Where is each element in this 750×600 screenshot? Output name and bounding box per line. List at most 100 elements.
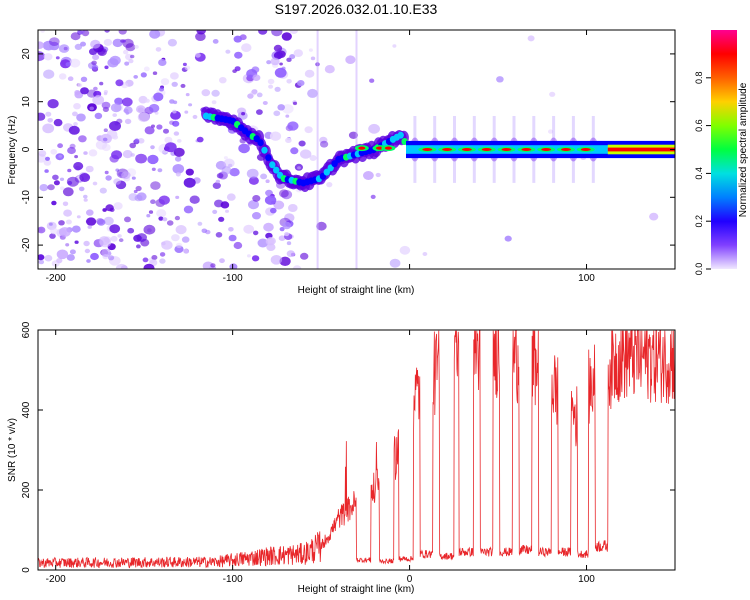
spectrogram-noise-blob <box>345 55 356 64</box>
spectrogram-noise-blob <box>44 169 49 173</box>
spectrogram-noise-blob <box>68 125 80 135</box>
spectrogram-noise-blob <box>212 182 221 190</box>
spectrogram-noise-blob <box>89 48 98 56</box>
spectrogram-noise-blob <box>142 257 149 263</box>
spectrogram-noise-blob <box>143 224 156 235</box>
colorbar-tick-label: 0.8 <box>694 72 704 85</box>
spectrogram-noise-blob <box>174 245 184 253</box>
spectrogram-noise-blob <box>215 232 223 238</box>
spectrogram-noise-blob <box>60 186 65 191</box>
spectrogram-noise-blob <box>273 51 283 60</box>
spectrogram-noise-blob <box>375 172 381 178</box>
spectrogram-noise-blob <box>285 114 290 118</box>
spectrogram-noise-blob <box>252 195 261 202</box>
spectrogram-noise-blob <box>134 138 140 143</box>
spectrogram-noise-blob <box>71 225 81 233</box>
spectrogram-noise-blob <box>297 166 301 170</box>
spectrogram-noise-blob <box>53 180 60 186</box>
spectrogram-noise-blob <box>316 221 327 231</box>
colorbar-label: Normalized spectral amplitude <box>738 82 749 217</box>
y-tick-label: -20 <box>21 237 32 252</box>
spectrogram-noise-blob <box>175 195 180 199</box>
spectrogram-pulse-peak <box>481 148 492 151</box>
spectrogram-noise-blob <box>105 175 112 181</box>
spectrogram-noise-blob <box>370 194 376 199</box>
spectrogram-noise-blob <box>86 209 94 216</box>
spectrogram-noise-blob <box>134 194 143 202</box>
spectrogram-noise-blob <box>149 30 161 39</box>
spectrogram-noise-blob <box>270 57 280 66</box>
spectrogram-noise-blob <box>289 54 296 60</box>
spectrogram-noise-blob <box>104 30 110 33</box>
spectrogram-noise-blob <box>109 224 121 234</box>
spectrogram-noise-blob <box>265 238 275 246</box>
spectrogram-noise-blob <box>128 193 138 201</box>
spectrogram-noise-blob <box>286 57 292 62</box>
spectrogram-noise-blob <box>78 135 87 143</box>
spectrogram-noise-blob <box>44 254 53 262</box>
spectrogram-noise-blob <box>89 106 94 111</box>
spectrogram-noise-blob <box>138 95 148 104</box>
spectrogram-noise-blob <box>152 71 158 75</box>
spectrogram-noise-blob <box>63 46 68 51</box>
spectrogram-noise-blob <box>80 87 89 95</box>
spectrogram-noise-blob <box>83 240 90 247</box>
spectrogram-noise-blob <box>248 200 259 210</box>
spectrogram-noise-blob <box>218 216 225 222</box>
spectrogram-noise-blob <box>109 255 121 266</box>
spectrogram-noise-blob <box>212 39 219 44</box>
spectrogram-noise-blob <box>228 234 237 242</box>
spectrogram-noise-blob <box>73 162 84 171</box>
spectrogram-noise-blob <box>293 49 303 57</box>
spectrogram-noise-blob <box>56 258 63 264</box>
spectrogram-noise-blob <box>220 201 230 209</box>
spectrogram-noise-blob <box>147 154 159 165</box>
spectrogram-noise-blob <box>133 234 142 242</box>
spectrogram-noise-blob <box>158 216 164 221</box>
spectrogram-noise-blob <box>184 65 191 71</box>
spectrogram-noise-blob <box>38 51 45 62</box>
spectrogram-noise-blob <box>150 199 156 204</box>
y-tick-label: 400 <box>21 401 32 418</box>
spectrogram-noise-blob <box>53 118 63 127</box>
spectrogram-noise-blob <box>129 142 136 149</box>
spectrogram-noise-blob <box>164 142 177 153</box>
spectrogram-noise-blob <box>124 118 132 125</box>
spectrogram-noise-blob <box>92 95 105 105</box>
spectrogram-noise-blob <box>102 137 108 142</box>
spectrogram-noise-blob <box>228 227 234 232</box>
spectrogram-noise-blob <box>304 69 315 78</box>
spectrogram-noise-blob <box>144 126 155 135</box>
spectrogram-noise-blob <box>136 244 141 249</box>
spectrogram-ridge-core <box>323 168 330 176</box>
spectrogram-noise-blob <box>128 59 134 64</box>
spectrogram-noise-blob <box>118 30 127 35</box>
spectrogram-noise-blob <box>161 240 173 250</box>
spectrogram-noise-blob <box>181 236 190 243</box>
spectrogram-noise-blob <box>162 217 168 222</box>
spectrogram-noise-blob <box>284 232 290 237</box>
spectrogram-noise-blob <box>86 89 97 98</box>
x-tick-label: 100 <box>578 273 595 284</box>
spectrogram-noise-blob <box>146 214 151 218</box>
colorbar-ticks: 0.0 0.2 0.4 0.6 0.8 <box>694 72 711 275</box>
spectrogram-noise-blob <box>59 177 65 181</box>
spectrogram-noise-blob <box>133 189 138 194</box>
spectrogram-noise-blob <box>175 172 181 177</box>
spectrogram-noise-blob <box>171 81 178 87</box>
spectrogram-noise-blob <box>326 182 333 188</box>
spectrogram-noise-blob <box>256 109 263 115</box>
spectrogram-noise-blob <box>58 154 62 158</box>
spectrogram-noise-blob <box>40 30 45 33</box>
spectrogram-noise-blob <box>133 75 138 79</box>
colorbar-tick-label: 0.6 <box>694 119 704 132</box>
y-tick-label: 0 <box>21 146 32 152</box>
spectrogram-noise-blob <box>212 209 218 214</box>
spectrogram-noise-blob <box>247 254 251 258</box>
spectrogram-noise-blob <box>130 54 135 59</box>
spectrogram-noise-blob <box>122 39 126 43</box>
spectrogram-noise-blob <box>94 112 103 120</box>
spectrogram-noise-blob <box>300 252 309 260</box>
spectrogram-noise-blob <box>50 149 58 155</box>
spectrogram-noise-blob <box>399 245 411 255</box>
